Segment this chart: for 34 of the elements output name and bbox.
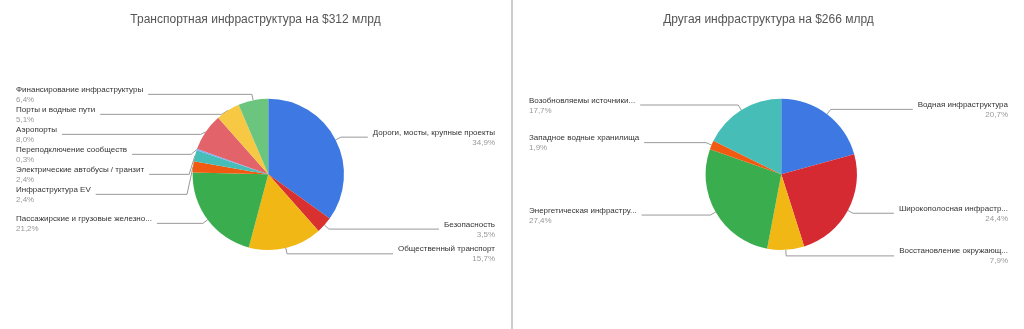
- slice-label: Порты и водные пути: [16, 104, 96, 114]
- data-label: 15,7%: [472, 254, 495, 264]
- data-label: 20,7%: [985, 109, 1008, 119]
- slice-label: Западное водные хранилища: [529, 133, 640, 143]
- data-label: 27,4%: [529, 215, 552, 225]
- data-label: 21,2%: [16, 223, 39, 233]
- slice-label: Широкополосная инфрастр...: [898, 203, 1008, 213]
- slice-label: Водная инфраструктура: [917, 99, 1009, 109]
- slice-label: Электрические автобусы / транзит: [16, 164, 145, 174]
- data-label: 5,1%: [16, 114, 35, 124]
- data-label: 3,5%: [476, 229, 495, 239]
- slice-label: Общественный транспорт: [398, 244, 496, 254]
- data-label: 0,3%: [16, 154, 35, 164]
- slice-label: Энергетическая инфрастру...: [529, 205, 637, 215]
- chart-title: Транспортная инфраструктура на $312 млрд: [130, 12, 381, 26]
- data-label: 1,9%: [529, 143, 548, 153]
- data-label: 7,9%: [989, 256, 1008, 266]
- slice-label: Финансирование инфраструктуры: [16, 84, 144, 94]
- data-label: 17,7%: [529, 105, 552, 115]
- slice-label: Дороги, мосты, крупные проекты: [372, 127, 496, 137]
- slice-label: Инфраструктура EV: [16, 184, 92, 194]
- slice-label: Возобновляемы источники...: [529, 95, 636, 105]
- slice-label: Переподключение сообществ: [16, 144, 128, 154]
- data-label: 2,4%: [16, 194, 35, 204]
- data-label: 2,4%: [16, 174, 35, 184]
- slice-label: Восстановление окружающ...: [899, 246, 1008, 256]
- data-label: 6,4%: [16, 94, 35, 104]
- data-label: 8,0%: [16, 134, 35, 144]
- slice-label: Пассажирские и грузовые железно...: [16, 213, 152, 223]
- data-label: 24,4%: [985, 213, 1008, 223]
- data-label: 34,9%: [472, 137, 495, 147]
- chart-title: Другая инфраструктура на $266 млрд: [663, 12, 874, 26]
- slice-label: Аэропорты: [16, 124, 58, 134]
- slice-label: Безопасность: [443, 219, 495, 229]
